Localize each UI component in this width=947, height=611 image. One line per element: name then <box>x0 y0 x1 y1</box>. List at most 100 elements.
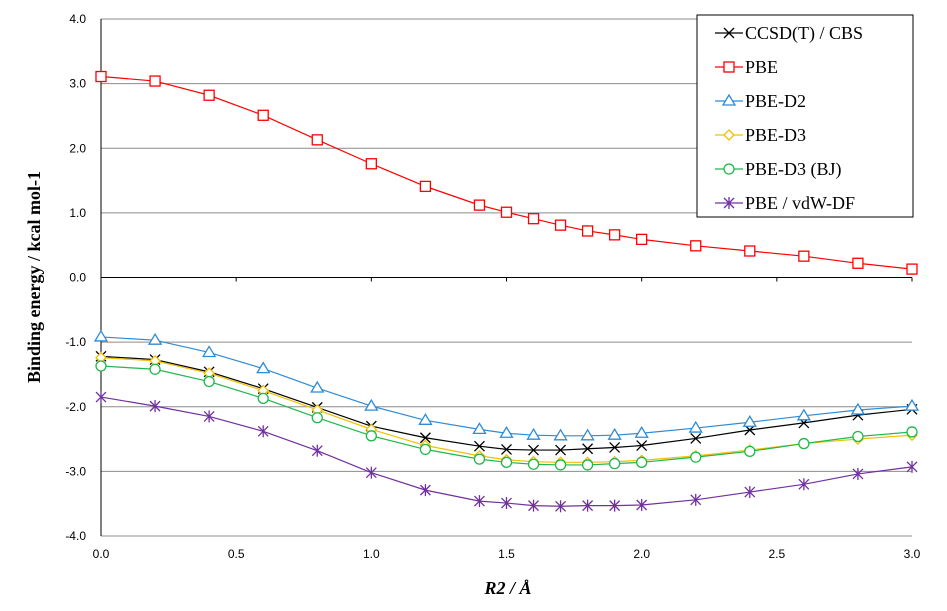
data-point <box>554 219 567 231</box>
legend-marker <box>723 163 735 175</box>
legend-label: PBE / vdW-DF <box>745 193 855 213</box>
data-point <box>147 332 163 345</box>
data-point <box>256 361 271 374</box>
data-point <box>608 457 621 470</box>
data-point <box>203 410 215 423</box>
data-point <box>609 442 621 453</box>
data-point <box>852 430 864 443</box>
x-tick-label: 1.5 <box>498 547 515 561</box>
data-point <box>634 425 649 438</box>
data-point <box>852 257 864 269</box>
legend-label: PBE-D2 <box>745 91 806 111</box>
data-point <box>906 426 918 438</box>
data-point <box>904 398 920 411</box>
x-tick-label: 0.5 <box>228 547 245 561</box>
axes <box>100 19 913 536</box>
y-tick-label: 2.0 <box>69 141 86 155</box>
data-point <box>690 451 702 463</box>
data-point <box>690 432 702 444</box>
series-line <box>100 357 913 463</box>
legend-item: CCSD(T) / CBS <box>715 23 863 44</box>
data-point <box>554 459 567 471</box>
data-point <box>636 440 648 451</box>
data-point <box>499 425 514 438</box>
data-point <box>906 263 918 275</box>
legend-marker <box>721 93 737 106</box>
data-point <box>95 360 107 372</box>
data-point <box>636 233 648 246</box>
legend-item: PBE-D2 <box>715 91 806 111</box>
data-point <box>528 444 539 456</box>
data-point <box>608 229 621 241</box>
data-point <box>419 180 432 193</box>
data-point <box>149 75 161 87</box>
data-point <box>311 134 323 146</box>
series-line <box>100 396 913 507</box>
data-point <box>474 495 485 508</box>
data-point <box>203 375 215 388</box>
data-point <box>149 363 161 375</box>
data-point <box>798 437 810 450</box>
legend-label: PBE-D3 (BJ) <box>745 159 842 180</box>
data-point <box>93 329 109 342</box>
legend-box <box>696 14 914 218</box>
series-ccsd-t-cbs <box>95 350 918 456</box>
y-axis-title: Binding energy / kcal mol-1 <box>24 171 44 383</box>
data-point <box>553 428 568 441</box>
data-point <box>203 89 215 101</box>
data-point <box>607 427 622 440</box>
data-point <box>852 467 864 480</box>
data-point <box>473 199 486 211</box>
data-point <box>473 453 486 465</box>
data-point <box>364 398 379 411</box>
x-tick-label: 1.0 <box>363 547 380 561</box>
data-point <box>581 225 594 237</box>
data-point <box>418 413 433 425</box>
legend-item: PBE-D3 (BJ) <box>715 159 842 180</box>
data-point <box>636 498 648 511</box>
data-point <box>690 240 702 252</box>
data-point <box>95 391 107 404</box>
data-point <box>527 458 540 470</box>
legend-item: PBE <box>715 57 778 77</box>
data-point <box>257 392 269 404</box>
series-pbe-vdw-df <box>95 391 918 513</box>
data-point <box>555 500 567 513</box>
data-point <box>527 213 540 225</box>
data-point <box>365 158 377 170</box>
data-point <box>580 428 595 441</box>
data-point <box>744 445 756 457</box>
data-point <box>311 412 323 424</box>
x-tick-label: 2.5 <box>768 547 785 561</box>
legend-marker <box>723 129 735 141</box>
data-point <box>906 460 918 473</box>
y-tick-label: -4.0 <box>65 529 86 543</box>
y-tick-label: -1.0 <box>65 335 86 349</box>
series-pbe <box>95 70 918 275</box>
x-tick-label: 0.0 <box>93 547 110 561</box>
data-point <box>501 497 512 510</box>
x-tick-labels: 0.0 0.5 1.0 1.5 2.0 2.5 3.0 <box>93 547 921 561</box>
legend-marker <box>723 197 735 209</box>
data-point <box>688 420 703 433</box>
data-point <box>365 466 377 479</box>
data-point <box>742 414 757 427</box>
data-point <box>95 70 107 83</box>
data-point <box>744 245 756 257</box>
legend-label: CCSD(T) / CBS <box>745 23 863 44</box>
data-point <box>850 402 866 415</box>
data-point <box>528 499 539 512</box>
legend: CCSD(T) / CBS PBE PBE-D2 PBE-D3 PBE-D3 (BJ) P… <box>696 14 914 218</box>
y-tick-label: 0.0 <box>69 271 86 285</box>
data-point <box>472 422 487 435</box>
data-point <box>500 456 513 468</box>
data-point <box>796 408 812 421</box>
x-axis-title: R2 / Å <box>483 578 531 598</box>
data-point <box>474 440 485 452</box>
x-tick-label: 3.0 <box>904 547 921 561</box>
y-tick-label: 3.0 <box>69 77 86 91</box>
x-tick-label: 2.0 <box>633 547 650 561</box>
y-tick-label: 4.0 <box>69 12 86 26</box>
data-point <box>365 430 377 442</box>
